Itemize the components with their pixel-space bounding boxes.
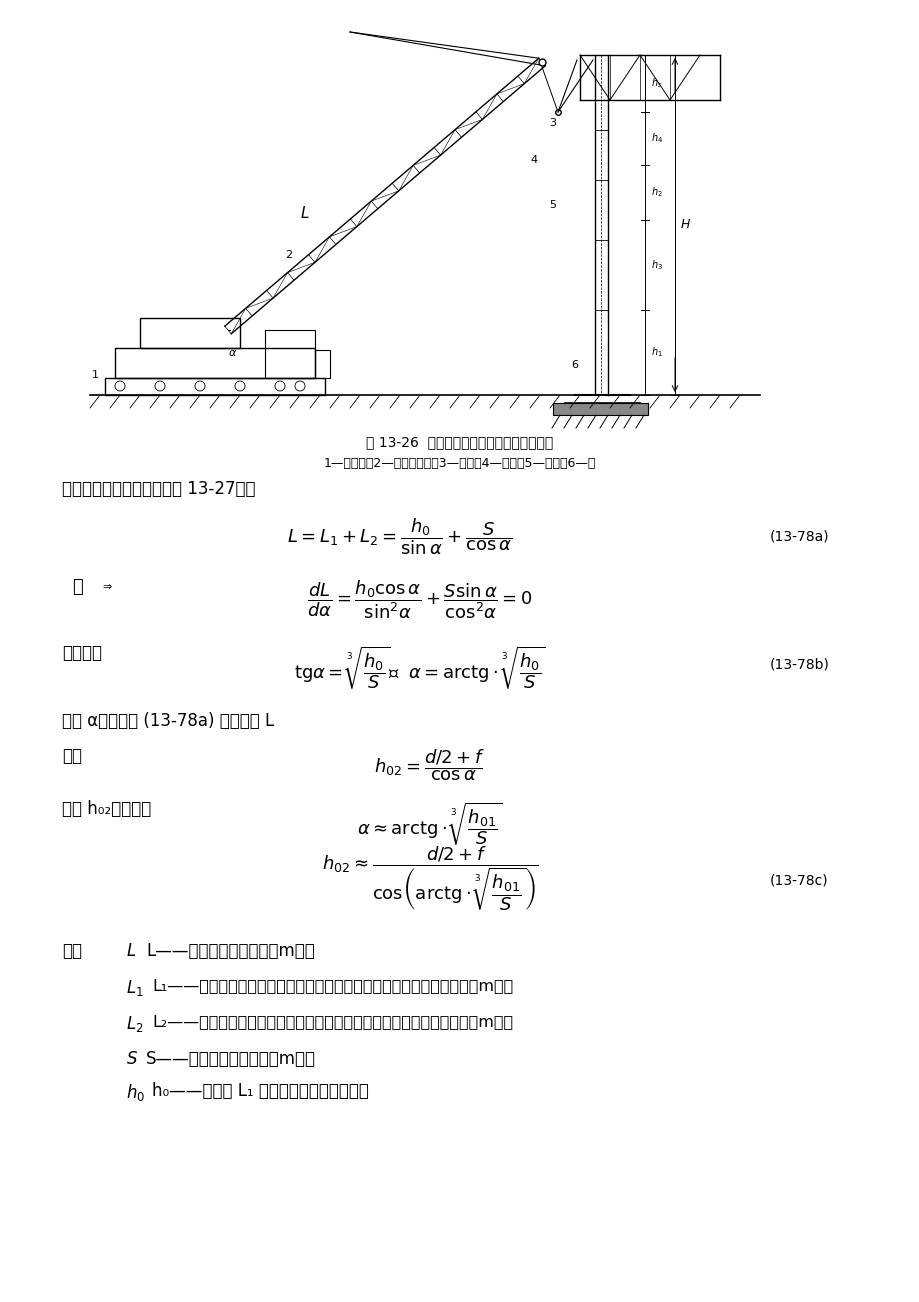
- Text: $h_3$: $h_3$: [651, 258, 663, 272]
- Text: $H$: $H$: [679, 219, 690, 232]
- Text: (13-78a): (13-78a): [769, 530, 829, 544]
- Text: $h_1$: $h_1$: [651, 345, 662, 359]
- Bar: [105, 378, 324, 395]
- Text: $\Rightarrow$: $\Rightarrow$: [100, 581, 113, 591]
- Text: $h_{02} \approx \dfrac{d/2 + f}{\cos\!\left(\mathrm{arctg}\cdot\sqrt[3]{\dfrac{h: $h_{02} \approx \dfrac{d/2 + f}{\cos\!\l…: [322, 845, 538, 914]
- Text: 5: 5: [549, 201, 555, 210]
- Text: 4: 4: [529, 155, 537, 165]
- Text: 1—起重机；2—起重机臂杆；3—吸钉；4—吸索；5—屋架；6—柱: 1—起重机；2—起重机臂杆；3—吸钉；4—吸索；5—屋架；6—柱: [323, 457, 596, 470]
- Bar: [115, 348, 314, 378]
- Text: 求得 α，代入式 (13-78a) 即可求得 L: 求得 α，代入式 (13-78a) 即可求得 L: [62, 712, 274, 730]
- Text: 式中: 式中: [62, 943, 82, 960]
- Text: 6: 6: [571, 359, 577, 370]
- Text: $h_s$: $h_s$: [651, 77, 662, 90]
- Bar: [552, 404, 647, 415]
- Text: $\alpha$: $\alpha$: [228, 348, 237, 358]
- Text: h₀——起重臂 L₁ 部分在垂直轴上的投影，: h₀——起重臂 L₁ 部分在垂直轴上的投影，: [152, 1082, 369, 1100]
- Text: S——起重机吸钉的伸距（m）；: S——起重机吸钉的伸距（m）；: [146, 1049, 315, 1068]
- Text: L₁——已安装屋架垂直轴线与起重臂杆轴线交点至起重臂杆铰座的距离（m）；: L₁——已安装屋架垂直轴线与起重臂杆轴线交点至起重臂杆铰座的距离（m）；: [152, 978, 513, 993]
- Text: $L$: $L$: [300, 204, 309, 221]
- Text: $h_{02} = \dfrac{d/2 + f}{\cos\alpha}$: $h_{02} = \dfrac{d/2 + f}{\cos\alpha}$: [374, 747, 485, 783]
- Bar: [265, 329, 314, 378]
- Bar: [314, 350, 330, 378]
- Text: $L_2$: $L_2$: [126, 1014, 143, 1034]
- Text: $h_4$: $h_4$: [651, 132, 663, 146]
- Text: (13-78c): (13-78c): [769, 874, 828, 887]
- Text: $h_2$: $h_2$: [651, 186, 662, 199]
- Text: $\dfrac{dL}{d\alpha} = \dfrac{h_0\cos\alpha}{\sin^2\!\alpha} + \dfrac{S\sin\alph: $\dfrac{dL}{d\alpha} = \dfrac{h_0\cos\al…: [307, 578, 532, 621]
- Text: 其中: 其中: [62, 747, 82, 766]
- Text: $S$: $S$: [126, 1049, 138, 1068]
- Text: L——起重机的臂杆长度（m）；: L——起重机的臂杆长度（m）；: [146, 943, 314, 960]
- Text: (13-78b): (13-78b): [769, 658, 829, 672]
- Text: 图 13-26  屋架吸装起重机臂杆长度计算简图: 图 13-26 屋架吸装起重机臂杆长度计算简图: [366, 435, 553, 449]
- Text: 1: 1: [92, 370, 99, 380]
- Text: $L_1$: $L_1$: [126, 978, 143, 999]
- Text: $\alpha \approx \mathrm{arctg}\cdot\sqrt[3]{\dfrac{h_{01}}{S}}$: $\alpha \approx \mathrm{arctg}\cdot\sqrt…: [357, 799, 502, 846]
- Bar: [140, 318, 240, 348]
- Text: $L = L_1 + L_2 = \dfrac{h_0}{\sin\alpha} + \dfrac{S}{\cos\alpha}$: $L = L_1 + L_2 = \dfrac{h_0}{\sin\alpha}…: [287, 516, 512, 557]
- Text: L₂——已安装屋架垂直轴线与起重臂杆轴线交点至起重臂杆顶端的距离（m）；: L₂——已安装屋架垂直轴线与起重臂杆轴线交点至起重臂杆顶端的距离（m）；: [152, 1014, 513, 1029]
- Text: ．求 h₀₂可近似取: ．求 h₀₂可近似取: [62, 799, 151, 818]
- Text: $L$: $L$: [126, 943, 136, 960]
- Text: $h_0$: $h_0$: [126, 1082, 145, 1103]
- Text: 杆长度，可按下式计算（图 13-27）：: 杆长度，可按下式计算（图 13-27）：: [62, 480, 255, 497]
- Text: 2: 2: [285, 250, 292, 260]
- Text: 令: 令: [72, 578, 83, 596]
- Text: $\mathrm{tg}\alpha = \sqrt[3]{\dfrac{h_0}{S}}$；  $\alpha = \mathrm{arctg}\cdot\s: $\mathrm{tg}\alpha = \sqrt[3]{\dfrac{h_0…: [294, 644, 545, 691]
- Text: 3: 3: [549, 118, 555, 128]
- Text: 解之得：: 解之得：: [62, 644, 102, 661]
